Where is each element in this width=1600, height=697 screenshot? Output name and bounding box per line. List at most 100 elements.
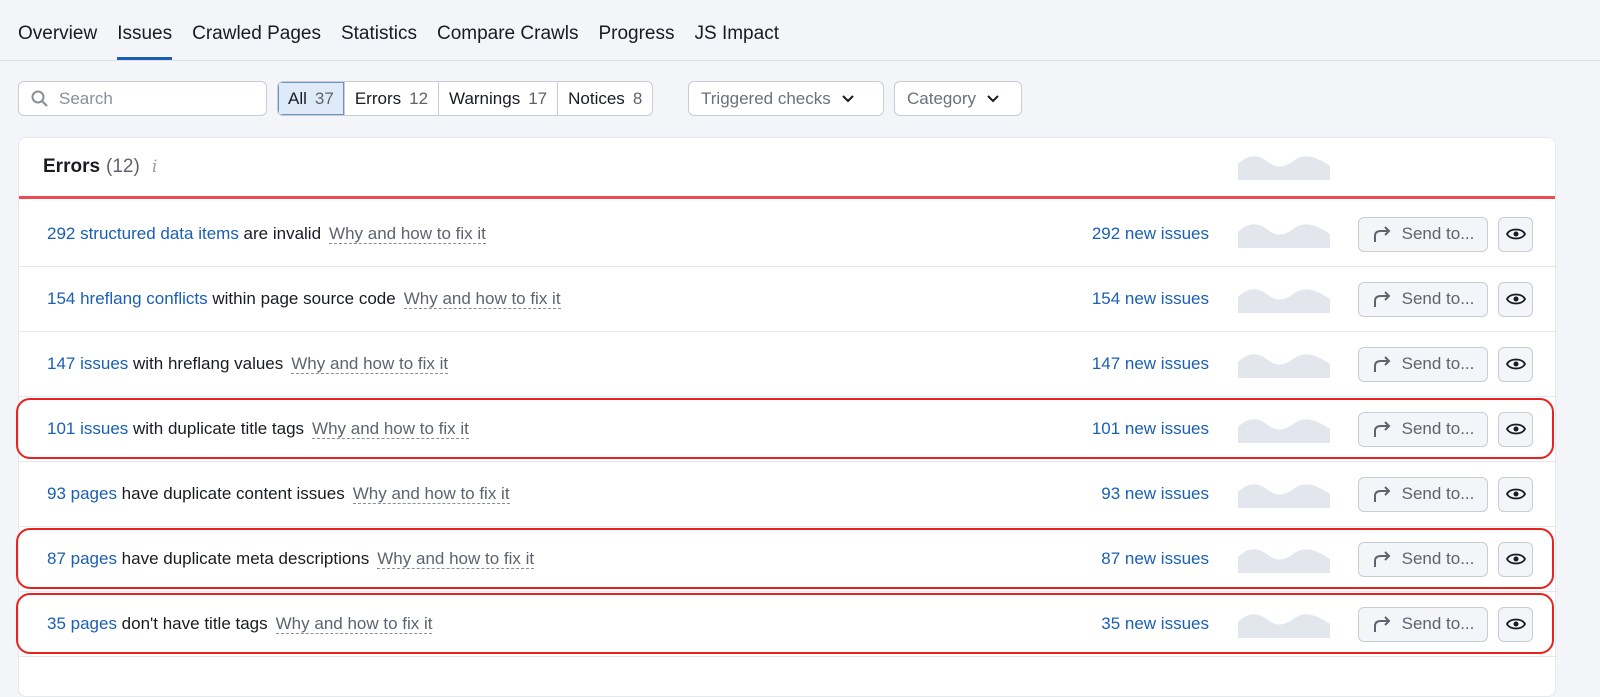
filter-all[interactable]: All 37 [278,82,344,115]
why-fix-link[interactable]: Why and how to fix it [329,224,486,244]
tab-js-impact[interactable]: JS Impact [694,23,779,44]
trend-sparkline [1238,156,1330,180]
trend-sparkline [1238,614,1330,638]
issue-description: with duplicate title tags [128,419,305,438]
issue-text: 35 pages don't have title tags Why and ho… [47,614,433,634]
filter-notices[interactable]: Notices 8 [557,82,652,115]
eye-icon [1505,553,1526,565]
send-to-label: Send to... [1401,224,1475,243]
trend-sparkline [1238,549,1330,573]
issue-link[interactable]: 292 structured data items [47,224,239,243]
share-arrow-icon [1373,356,1391,372]
issue-row: 101 issues with duplicate title tags Why … [19,397,1557,462]
hide-issue-button[interactable] [1498,281,1533,317]
trend-sparkline [1238,289,1330,313]
send-to-label: Send to... [1401,484,1475,503]
new-issues-link[interactable]: 35 new issues [1101,614,1209,633]
why-fix-link[interactable]: Why and how to fix it [312,419,469,439]
why-fix-link[interactable]: Why and how to fix it [403,289,561,309]
send-to-button[interactable]: Send to... [1358,476,1488,512]
new-issues-link[interactable]: 292 new issues [1091,224,1209,243]
send-to-button[interactable]: Send to... [1358,216,1488,252]
hide-issue-button[interactable] [1498,411,1533,447]
share-arrow-icon [1373,486,1391,502]
filter-label: Errors [354,88,402,108]
send-to-button[interactable]: Send to... [1358,541,1488,577]
filter-label: Warnings [449,88,521,108]
tab-statistics[interactable]: Statistics [340,23,417,44]
issue-text: 154 hreflang conflicts within page sourc… [47,289,561,309]
hide-issue-button[interactable] [1498,606,1533,642]
section-header: Errors (12) i [19,138,1555,199]
issue-row: 35 pages don't have title tags Why and ho… [19,592,1557,657]
hide-issue-button[interactable] [1498,541,1533,577]
send-to-button[interactable]: Send to... [1358,346,1488,382]
eye-icon [1505,228,1526,240]
why-fix-link[interactable]: Why and how to fix it [352,484,510,504]
filter-count: 8 [632,88,643,108]
why-fix-link[interactable]: Why and how to fix it [291,354,449,374]
trend-sparkline [1238,419,1330,443]
filter-errors[interactable]: Errors 12 [343,82,438,115]
filter-count: 17 [528,88,548,108]
why-fix-link[interactable]: Why and how to fix it [377,549,535,569]
share-arrow-icon [1373,551,1391,567]
chevron-down-icon [987,94,999,102]
send-to-label: Send to... [1401,289,1475,308]
triggered-checks-dropdown[interactable]: Triggered checks [688,81,884,116]
issue-link[interactable]: 147 issues [47,354,129,373]
filter-label: All [288,88,307,108]
hide-issue-button[interactable] [1498,476,1533,512]
filter-warnings[interactable]: Warnings 17 [438,82,557,115]
issue-description: have duplicate meta descriptions [116,549,370,568]
send-to-button[interactable]: Send to... [1358,281,1488,317]
send-to-button[interactable]: Send to... [1358,411,1488,447]
trend-sparkline [1238,224,1330,248]
hide-issue-button[interactable] [1498,346,1533,382]
errors-card: Errors (12) i 292 structured data items … [18,137,1557,697]
new-issues-link[interactable]: 154 new issues [1091,289,1209,308]
share-arrow-icon [1373,421,1391,437]
tab-overview[interactable]: Overview [18,23,98,44]
eye-icon [1505,618,1526,630]
hide-issue-button[interactable] [1498,216,1533,252]
issue-link[interactable]: 154 hreflang conflicts [47,289,208,308]
dropdown-label: Triggered checks [701,88,831,108]
new-issues-link[interactable]: 87 new issues [1101,549,1209,568]
issue-link[interactable]: 93 pages [47,484,117,503]
send-to-button[interactable]: Send to... [1358,606,1488,642]
tab-crawled-pages[interactable]: Crawled Pages [192,23,321,44]
trend-sparkline [1238,354,1330,378]
issue-text: 292 structured data items are invalid Why… [47,224,486,244]
issue-row: 154 hreflang conflicts within page sourc… [19,267,1557,332]
info-icon[interactable]: i [151,157,158,177]
tab-issues[interactable]: Issues [117,0,172,60]
trend-sparkline [1238,484,1330,508]
why-fix-link[interactable]: Why and how to fix it [275,614,433,634]
issue-link[interactable]: 35 pages [47,614,117,633]
issue-description: don't have title tags [116,614,268,633]
send-to-label: Send to... [1401,614,1475,633]
tab-compare-crawls[interactable]: Compare Crawls [436,23,579,44]
issue-link[interactable]: 101 issues [47,419,129,438]
share-arrow-icon [1373,616,1391,632]
section-title: Errors [43,156,101,177]
issue-description: with hreflang values [128,354,284,373]
send-to-label: Send to... [1401,549,1475,568]
share-arrow-icon [1373,291,1391,307]
tab-bar: Overview Issues Crawled Pages Statistics… [18,0,779,60]
issue-row: 93 pages have duplicate content issues Wh… [19,462,1557,527]
issue-text: 93 pages have duplicate content issues Wh… [47,484,510,504]
issue-row: 292 structured data items are invalid Why… [19,202,1557,267]
issue-description: have duplicate content issues [116,484,345,503]
tab-divider [0,60,1600,61]
issue-link[interactable]: 87 pages [47,549,117,568]
tab-progress[interactable]: Progress [598,23,675,44]
new-issues-link[interactable]: 147 new issues [1091,354,1209,373]
new-issues-link[interactable]: 93 new issues [1101,484,1209,503]
category-dropdown[interactable]: Category [894,81,1022,116]
new-issues-link[interactable]: 101 new issues [1091,419,1209,438]
search-input[interactable]: Search [18,81,267,116]
issue-description: are invalid [238,224,322,243]
dropdown-label: Category [907,88,976,108]
